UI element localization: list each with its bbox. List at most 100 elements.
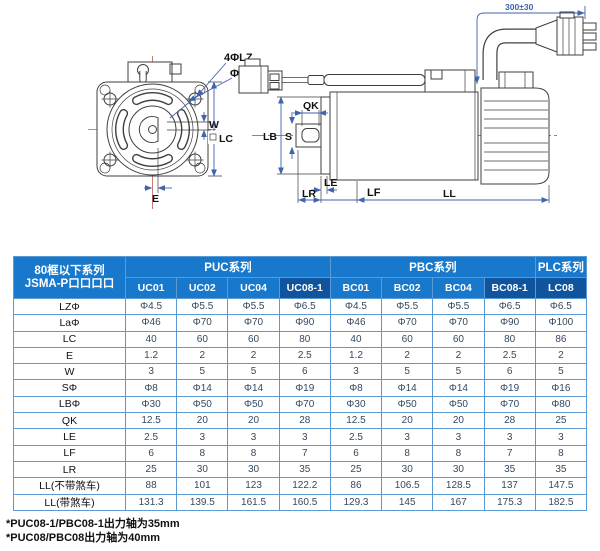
value-cell: 3 bbox=[534, 428, 588, 446]
value-cell: 35 bbox=[483, 460, 536, 479]
value-cell: Φ70 bbox=[176, 314, 229, 332]
value-cell: 3 bbox=[381, 428, 434, 446]
value-cell: Φ46 bbox=[329, 314, 383, 332]
value-cell: 6 bbox=[124, 444, 178, 462]
value-cell: 30 bbox=[432, 460, 485, 479]
value-cell: Φ14 bbox=[227, 379, 280, 397]
value-cell: Φ70 bbox=[381, 314, 434, 332]
value-cell: 6 bbox=[483, 363, 536, 381]
value-cell: 40 bbox=[329, 330, 383, 348]
value-cell: Φ70 bbox=[432, 314, 485, 332]
encoder-cable bbox=[323, 74, 426, 86]
value-cell: Φ5.5 bbox=[227, 297, 280, 316]
value-cell: 2.5 bbox=[278, 346, 331, 365]
value-cell: 5 bbox=[381, 363, 434, 381]
value-cell: 5 bbox=[227, 363, 280, 381]
value-cell: 5 bbox=[534, 363, 588, 381]
value-cell: 60 bbox=[432, 330, 485, 348]
model-header-uc04: UC04 bbox=[227, 277, 280, 299]
motor-body bbox=[329, 91, 479, 181]
row-label: LaΦ bbox=[13, 314, 126, 332]
value-cell: Φ50 bbox=[227, 395, 280, 414]
value-cell: 7 bbox=[278, 444, 331, 462]
value-cell: 7 bbox=[483, 444, 536, 462]
side-view-drawing: 300±30 LB S QK LE LR LF LL bbox=[238, 2, 597, 203]
table-row: LR 25 30 30 35 25 30 30 35 35 bbox=[13, 460, 588, 479]
value-cell: Φ8 bbox=[124, 379, 178, 397]
value-cell: 12.5 bbox=[329, 412, 383, 430]
value-cell: 175.3 bbox=[483, 493, 536, 511]
front-top-connector bbox=[127, 61, 173, 82]
encoder-block bbox=[424, 69, 476, 93]
value-cell: 28 bbox=[483, 412, 536, 430]
value-cell: 86 bbox=[329, 477, 383, 495]
value-cell: 60 bbox=[381, 330, 434, 348]
value-cell: 25 bbox=[534, 412, 588, 430]
value-cell: 160.5 bbox=[278, 493, 331, 511]
model-header-lc08: LC08 bbox=[534, 277, 588, 299]
power-connector bbox=[535, 11, 597, 56]
value-cell: 30 bbox=[227, 460, 280, 479]
square-symbol-icon bbox=[209, 133, 217, 141]
value-cell: 2.5 bbox=[124, 428, 178, 446]
value-cell: 20 bbox=[381, 412, 434, 430]
table-row: LL(不带煞车) 88 101 123 122.2 86 106.5 128.5 137 147.… bbox=[13, 477, 588, 495]
value-cell: Φ14 bbox=[381, 379, 434, 397]
table-row: LaΦ Φ46 Φ70 Φ70 Φ90 Φ46 Φ70 Φ70 Φ90 Φ100 bbox=[13, 314, 588, 332]
value-cell: 6 bbox=[329, 444, 383, 462]
value-cell: Φ14 bbox=[432, 379, 485, 397]
row-label: LF bbox=[13, 444, 126, 462]
value-cell: 20 bbox=[432, 412, 485, 430]
value-cell: 3 bbox=[483, 428, 536, 446]
value-cell: 88 bbox=[124, 477, 178, 495]
row-label: QK bbox=[13, 412, 126, 430]
label-ll: LL bbox=[443, 188, 456, 200]
value-cell: 3 bbox=[227, 428, 280, 446]
series-group-header: PBC系列 bbox=[329, 256, 536, 278]
value-cell: 1.2 bbox=[329, 346, 383, 365]
value-cell: 6 bbox=[278, 363, 331, 381]
row-label: LL(带煞车) bbox=[13, 493, 126, 511]
value-cell: Φ80 bbox=[534, 395, 588, 414]
value-cell: Φ30 bbox=[329, 395, 383, 414]
value-cell: 35 bbox=[278, 460, 331, 479]
value-cell: 2 bbox=[381, 346, 434, 365]
table-row: SΦ Φ8 Φ14 Φ14 Φ19 Φ8 Φ14 Φ14 Φ19 Φ16 bbox=[13, 379, 588, 397]
value-cell: Φ8 bbox=[329, 379, 383, 397]
value-cell: 122.2 bbox=[278, 477, 331, 495]
value-cell: 129.3 bbox=[329, 493, 383, 511]
value-cell: Φ6.5 bbox=[278, 297, 331, 316]
value-cell: Φ19 bbox=[483, 379, 536, 397]
table-row: LF 6 8 8 7 6 8 8 7 8 bbox=[13, 444, 588, 462]
label-e: E bbox=[152, 193, 159, 205]
value-cell: 182.5 bbox=[534, 493, 588, 511]
row-label: LL(不带煞车) bbox=[13, 477, 126, 495]
cable-clamp bbox=[498, 71, 534, 89]
value-cell: Φ19 bbox=[278, 379, 331, 397]
value-cell: Φ46 bbox=[124, 314, 178, 332]
footnote-line: *PUC08-1/PBC08-1出力轴为35mm bbox=[6, 518, 180, 530]
row-label: W bbox=[13, 363, 126, 381]
model-header-bc08-1: BC08-1 bbox=[483, 277, 536, 299]
cooling-fins bbox=[484, 100, 548, 171]
value-cell: Φ70 bbox=[227, 314, 280, 332]
model-header-uc08-1: UC08-1 bbox=[278, 277, 331, 299]
flange-side bbox=[320, 96, 331, 175]
row-label: LR bbox=[13, 460, 126, 479]
pilot-circle bbox=[106, 83, 199, 176]
table-row: LL(带煞车) 131.3 139.5 161.5 160.5 129.3 145 167 17… bbox=[13, 493, 588, 511]
spec-table: 80框以下系列 JSMA-P口口口口 PUC系列 PBC系列 PLC系列 UC01 UC02… bbox=[13, 256, 588, 511]
value-cell: 25 bbox=[124, 460, 178, 479]
value-cell: Φ16 bbox=[534, 379, 588, 397]
table-row: E 1.2 2 2 2.5 1.2 2 2 2.5 2 bbox=[13, 346, 588, 365]
value-cell: 3 bbox=[278, 428, 331, 446]
model-header-bc02: BC02 bbox=[381, 277, 434, 299]
value-cell: Φ14 bbox=[176, 379, 229, 397]
label-qk: QK bbox=[303, 100, 319, 112]
value-cell: 86 bbox=[534, 330, 588, 348]
value-cell: 167 bbox=[432, 493, 485, 511]
row-label: LZΦ bbox=[13, 297, 126, 316]
value-cell: 60 bbox=[176, 330, 229, 348]
value-cell: 30 bbox=[176, 460, 229, 479]
value-cell: 8 bbox=[432, 444, 485, 462]
